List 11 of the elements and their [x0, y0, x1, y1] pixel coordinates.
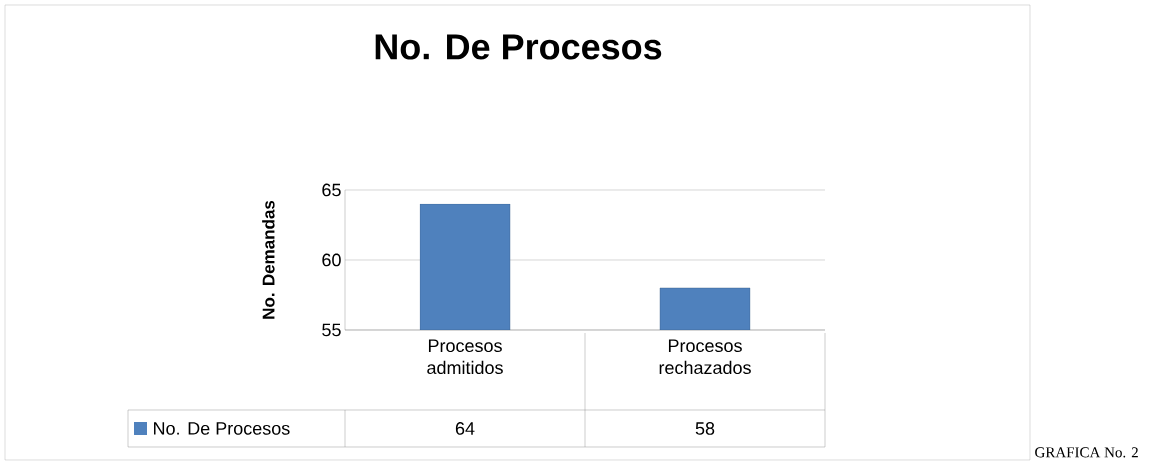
y-tick-label: 55: [322, 323, 341, 337]
y-tick-label: 65: [322, 183, 341, 197]
text: GRAFICA No. 2: [1035, 447, 1138, 458]
chart-title: No. De Procesos: [375, 34, 662, 60]
data-label: 58: [695, 422, 715, 435]
data-label: 64: [455, 422, 475, 435]
y-axis-title: No. Demandas: [262, 200, 275, 319]
y-tick-label: 60: [322, 253, 341, 267]
x-tick-label: Procesos rechazados: [659, 339, 751, 375]
legend-label: No. De Procesos: [154, 422, 290, 435]
x-tick-label: Procesos admitidos: [427, 339, 503, 375]
